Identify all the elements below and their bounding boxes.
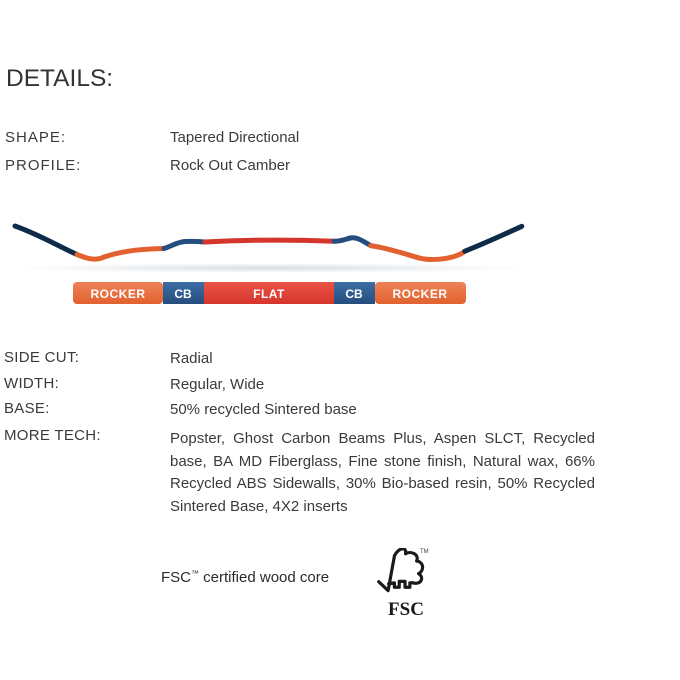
svg-text:FLAT: FLAT <box>253 287 285 301</box>
svg-text:ROCKER: ROCKER <box>392 287 447 301</box>
svg-text:CB: CB <box>345 287 363 301</box>
svg-text:CB: CB <box>174 287 192 301</box>
svg-text:ROCKER: ROCKER <box>90 287 145 301</box>
